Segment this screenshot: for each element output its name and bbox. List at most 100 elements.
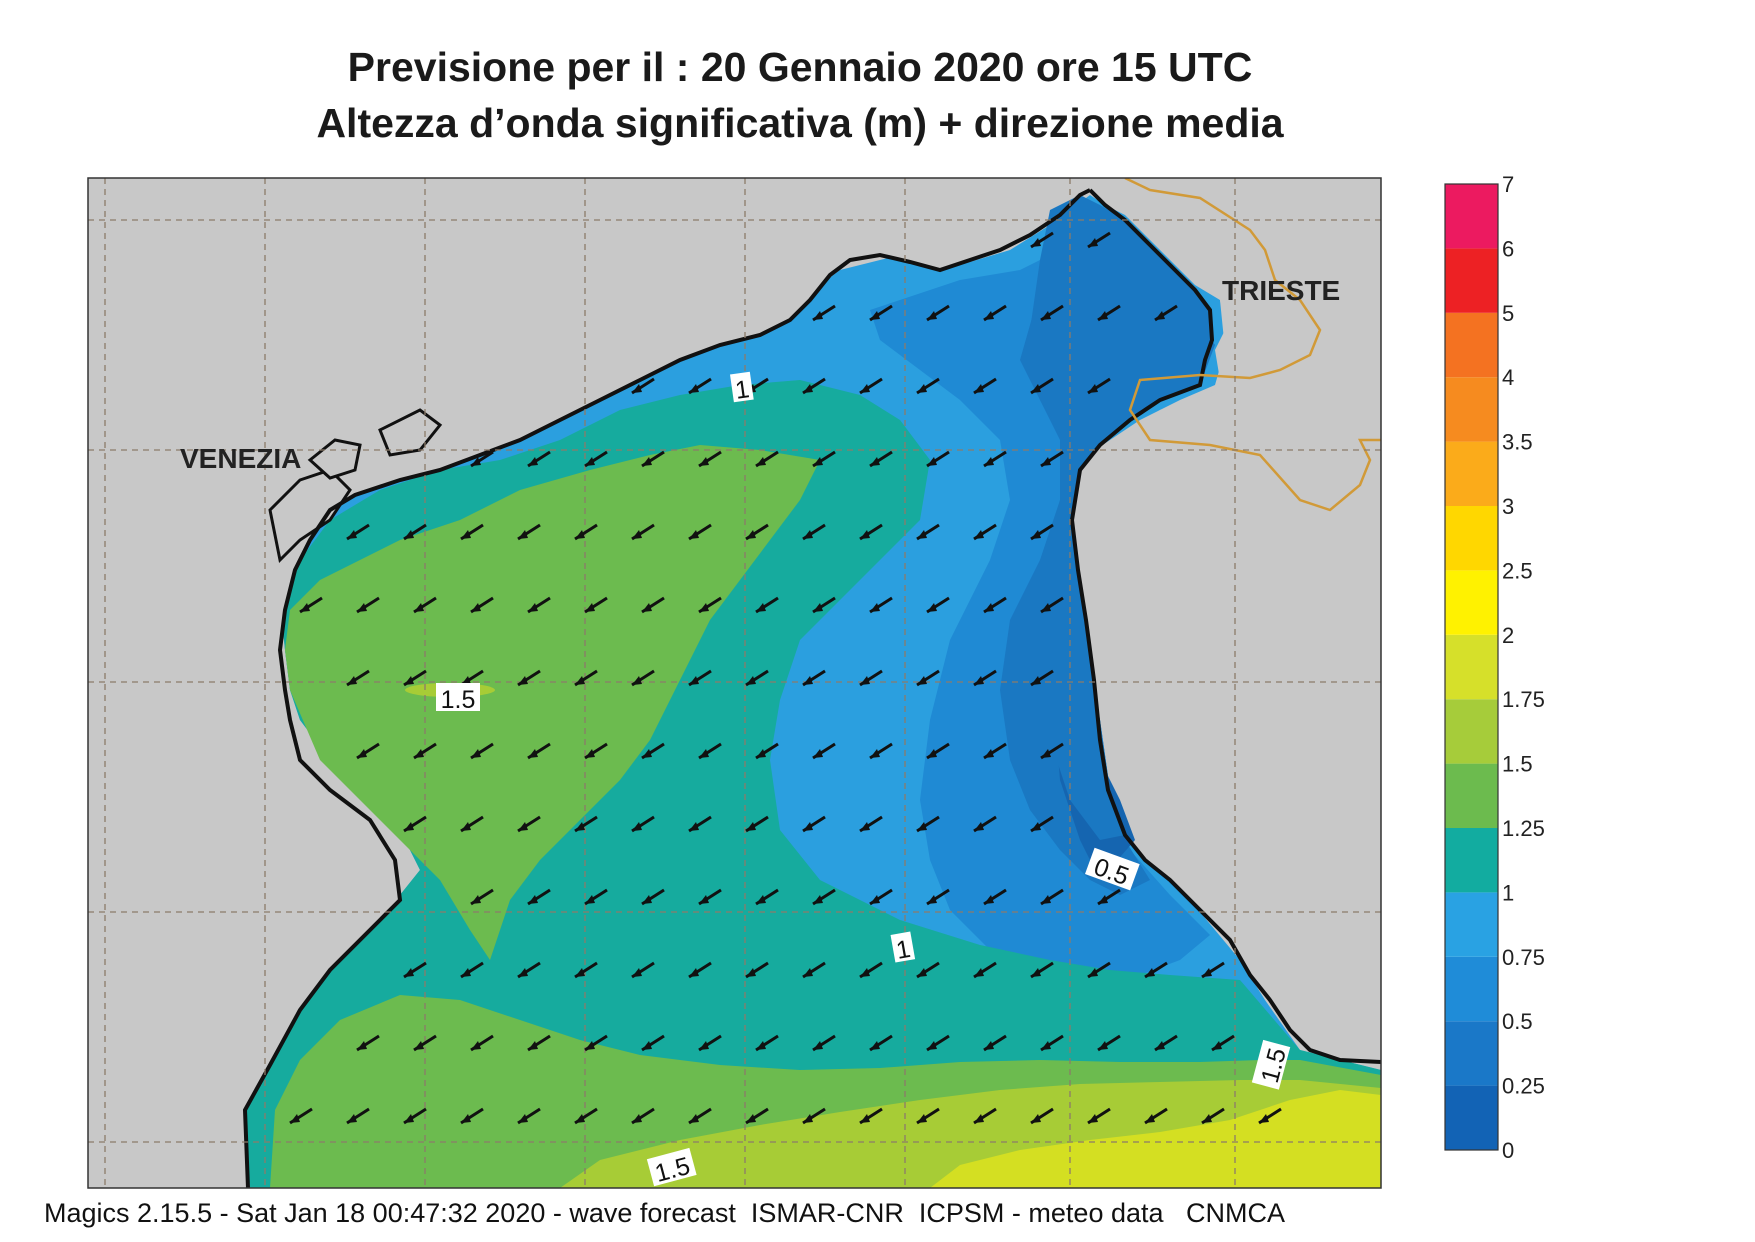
direction-arrow-head [528, 603, 538, 612]
direction-arrow-head [860, 384, 870, 393]
legend-swatch [1445, 506, 1498, 571]
place-label-venezia: VENEZIA [180, 443, 301, 474]
legend-swatch [1445, 699, 1498, 764]
direction-arrow-head [471, 457, 481, 466]
direction-arrow-head [1031, 968, 1041, 977]
direction-arrow-head [585, 895, 595, 904]
direction-arrow-head [461, 1114, 471, 1123]
direction-arrow-head [699, 1041, 709, 1050]
direction-arrow-head [642, 895, 652, 904]
direction-arrow-head [518, 1114, 528, 1123]
direction-arrow-head [528, 457, 538, 466]
direction-arrow-head [1031, 384, 1041, 393]
legend-tick-label: 1.25 [1502, 816, 1545, 841]
direction-arrow-head [404, 530, 414, 539]
zone-1.75-2 [930, 1090, 1381, 1188]
direction-arrow-head [1098, 1041, 1108, 1050]
country-border [1124, 178, 1381, 512]
contour-label: 1 [894, 935, 913, 965]
direction-arrow-head [1041, 749, 1051, 758]
legend-swatch [1445, 312, 1498, 378]
direction-arrow-head [974, 968, 984, 977]
direction-arrow-head [461, 676, 471, 685]
direction-arrow-head [404, 822, 414, 831]
direction-arrow-head [927, 311, 937, 320]
legend-swatch [1445, 892, 1498, 957]
direction-arrow-head [632, 968, 642, 977]
direction-arrow-head [585, 749, 595, 758]
direction-arrow-head [471, 603, 481, 612]
direction-arrow-head [1031, 530, 1041, 539]
direction-arrow-head [689, 384, 699, 393]
zone-1.25-1.5-upper [285, 445, 820, 960]
direction-arrow-head [756, 603, 766, 612]
direction-arrow-head [642, 749, 652, 758]
legend-swatch [1445, 1021, 1498, 1086]
direction-arrow-head [347, 676, 357, 685]
direction-arrow-head [414, 603, 424, 612]
direction-arrow-head [860, 530, 870, 539]
title-line-2: Altezza d’onda significativa (m) + direz… [316, 100, 1284, 146]
direction-arrow-head [347, 530, 357, 539]
direction-arrow-head [927, 749, 937, 758]
contour-label: 1 [733, 375, 751, 405]
direction-arrow-head [1098, 311, 1108, 320]
direction-arrow-head [632, 822, 642, 831]
direction-arrow-head [870, 895, 880, 904]
direction-arrow-head [1212, 1041, 1222, 1050]
direction-arrow-head [917, 822, 927, 831]
direction-arrow-head [642, 457, 652, 466]
direction-arrow-head [870, 457, 880, 466]
legend-tick-label: 1.5 [1502, 752, 1533, 777]
direction-arrow-head [756, 457, 766, 466]
legend-frame [1444, 183, 1499, 1151]
direction-arrow-head [518, 530, 528, 539]
direction-arrow-head [689, 676, 699, 685]
direction-arrow-head [917, 968, 927, 977]
direction-arrow-head [756, 1041, 766, 1050]
direction-arrow-head [300, 603, 310, 612]
direction-arrow-head [357, 603, 367, 612]
direction-arrow-head [1202, 1114, 1212, 1123]
direction-arrow-head [813, 1041, 823, 1050]
direction-arrow-head [518, 676, 528, 685]
direction-arrow-head [1041, 603, 1051, 612]
venezia-lagoon [268, 408, 443, 564]
direction-arrow-head [585, 457, 595, 466]
direction-arrow-head [917, 384, 927, 393]
direction-arrow-head [984, 749, 994, 758]
legend-swatch [1445, 570, 1498, 635]
direction-arrow-head [575, 822, 585, 831]
direction-arrow-head [1041, 311, 1051, 320]
direction-arrow-head [984, 457, 994, 466]
direction-arrow-head [860, 676, 870, 685]
direction-arrow-head [357, 749, 367, 758]
direction-arrow-head [518, 968, 528, 977]
direction-arrow-head [813, 895, 823, 904]
direction-arrow-head [1041, 1041, 1051, 1050]
direction-arrow-head [756, 749, 766, 758]
map-frame [87, 177, 1382, 1189]
direction-arrow-head [642, 1041, 652, 1050]
direction-arrow-head [746, 1114, 756, 1123]
direction-arrow-head [699, 457, 709, 466]
direction-arrow-head [528, 1041, 538, 1050]
direction-arrow-head [984, 311, 994, 320]
direction-arrow-head [1202, 968, 1212, 977]
direction-arrow-head [927, 1041, 937, 1050]
direction-arrow-head [585, 1041, 595, 1050]
direction-arrow-head [860, 968, 870, 977]
legend-tick-label: 4 [1502, 365, 1514, 390]
direction-arrow-head [1031, 676, 1041, 685]
coastline-west [242, 188, 1091, 1188]
direction-arrow-head [528, 749, 538, 758]
direction-arrow-head [746, 530, 756, 539]
direction-arrow-head [813, 749, 823, 758]
direction-arrow-head [414, 749, 424, 758]
direction-arrow-head [927, 457, 937, 466]
direction-arrow-head [756, 895, 766, 904]
sea-east-fix [1030, 195, 1212, 840]
land-istria [1080, 178, 1381, 1062]
direction-arrow-head [927, 603, 937, 612]
